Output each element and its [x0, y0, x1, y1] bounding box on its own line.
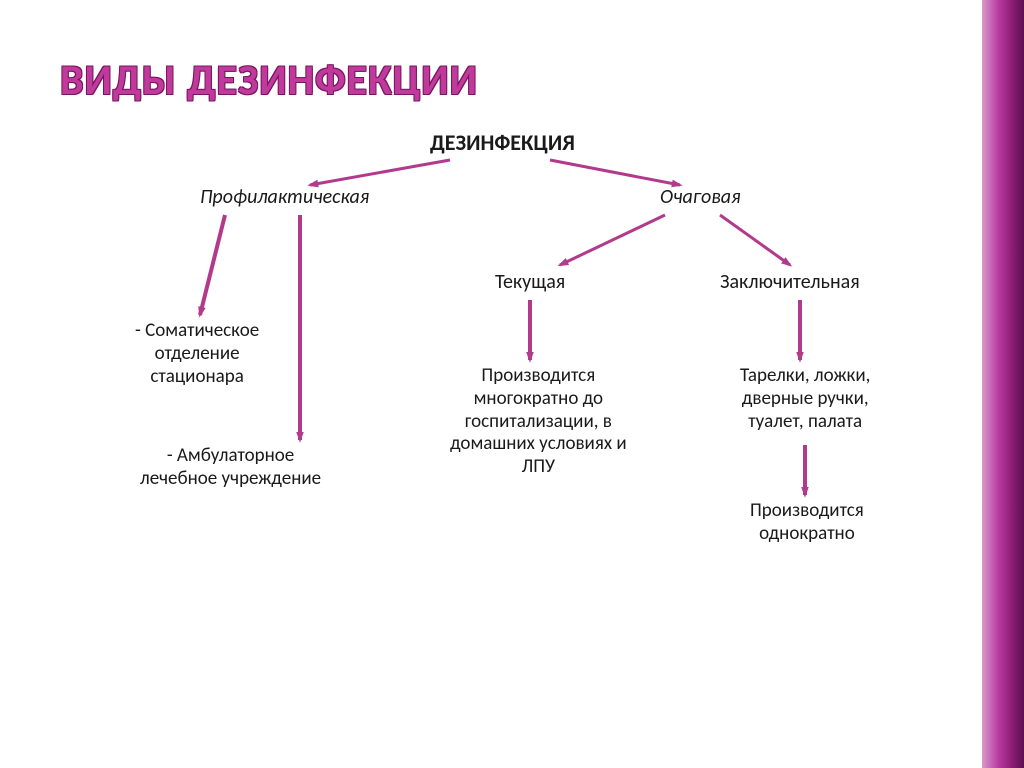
- node-somaticheskoe: - Соматическоеотделениестационара: [135, 320, 259, 388]
- arrow-ochag-to-zakl: [720, 215, 790, 265]
- arrow-root-to-ochag: [550, 160, 680, 185]
- node-root: ДЕЗИНФЕКЦИЯ: [430, 130, 575, 156]
- slide: ВИДЫ ДЕЗИНФЕКЦИИ ДЕЗИНФЕКЦИЯ Профилактич…: [0, 0, 1024, 768]
- node-tekushchaya: Текущая: [495, 270, 565, 294]
- node-profilakt: Профилактическая: [200, 185, 369, 209]
- node-mnogokratno: Производитсямногократно догоспитализации…: [450, 365, 627, 479]
- node-ambulatornoe: - Амбулаторноелечебное учреждение: [140, 445, 321, 491]
- arrow-ochag-to-tek: [560, 215, 665, 265]
- arrow-prof-to-somat: [200, 215, 225, 315]
- node-tarelki: Тарелки, ложки,дверные ручки,туалет, пал…: [740, 365, 870, 433]
- slide-title: ВИДЫ ДЕЗИНФЕКЦИИ: [60, 55, 478, 106]
- node-ochagovaya: Очаговая: [660, 185, 741, 209]
- arrow-root-to-prof: [310, 160, 450, 185]
- node-zaklyuchitelnaya: Заключительная: [720, 270, 860, 294]
- decorative-sidebar: [982, 0, 1024, 768]
- node-odnokratno: Производитсяоднократно: [750, 500, 864, 546]
